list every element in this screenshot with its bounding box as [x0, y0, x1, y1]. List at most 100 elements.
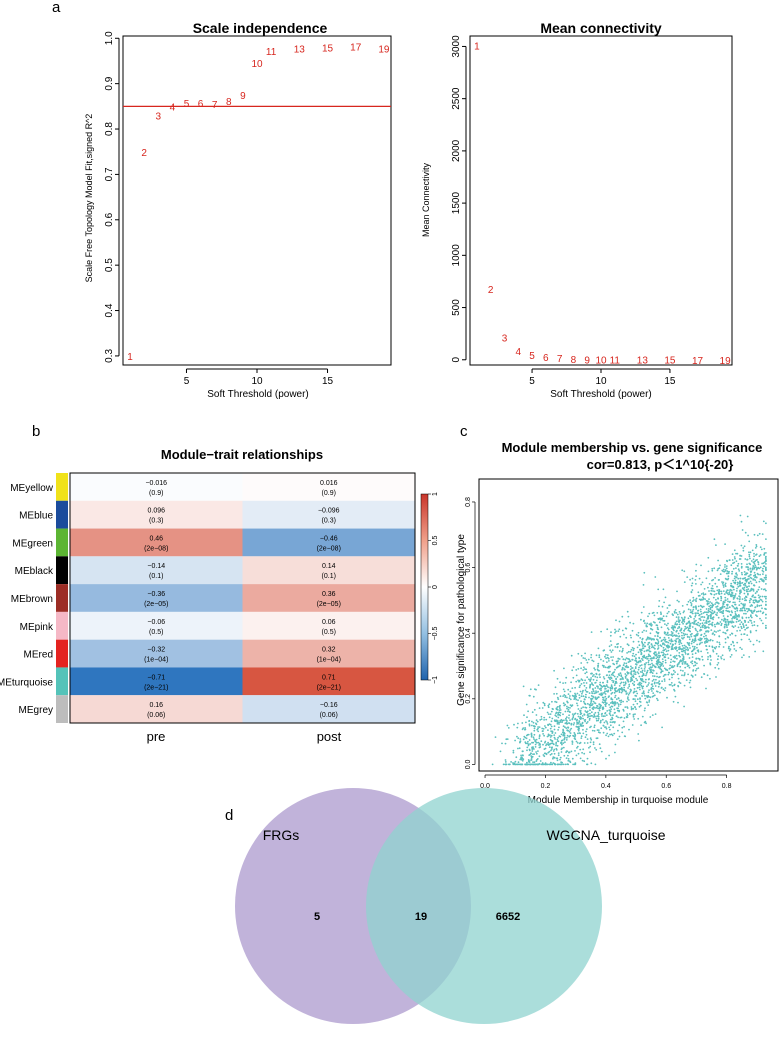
mm-point	[691, 653, 694, 656]
heatmap-cell-value: 0.096	[147, 508, 165, 515]
mm-point	[736, 641, 739, 644]
mm-point	[707, 639, 710, 642]
mm-point	[526, 733, 529, 736]
mm-point	[531, 750, 534, 752]
mm-point	[593, 724, 596, 727]
mm-point	[697, 638, 700, 641]
mm-point	[658, 656, 661, 659]
mm-point	[562, 695, 564, 697]
mm-point	[582, 748, 585, 751]
si-y-tick-label: 0.3	[104, 349, 115, 363]
mm-point	[691, 676, 694, 678]
mm-point	[699, 622, 702, 625]
mm-point	[552, 750, 555, 752]
mm-point	[707, 658, 709, 661]
mm-point	[586, 710, 589, 713]
mm-point	[626, 716, 629, 718]
mm-point	[526, 716, 528, 719]
mm-point	[702, 619, 705, 622]
mm-point	[666, 645, 668, 648]
mm-point	[745, 607, 748, 610]
mm-point	[716, 585, 718, 588]
mm-point	[578, 694, 581, 696]
mean-connectivity-xlabel: Soft Threshold (power)	[550, 389, 652, 400]
mm-point	[614, 628, 616, 631]
mm-point	[690, 603, 693, 605]
mm-point	[674, 695, 677, 698]
mm-point	[632, 622, 635, 625]
mm-point	[585, 722, 588, 725]
mc-y-tick-label: 2000	[451, 139, 462, 162]
mm-point	[630, 636, 632, 639]
mm-point	[650, 659, 653, 662]
mm-point	[525, 721, 527, 724]
mm-point	[627, 650, 630, 653]
mm-point	[688, 666, 691, 669]
mm-point	[643, 663, 646, 666]
heatmap-cell-pvalue: (2e−21)	[317, 684, 341, 691]
mm-point	[641, 695, 643, 697]
mm-point	[589, 709, 591, 712]
mm-point	[637, 672, 640, 675]
mm-point	[651, 687, 653, 690]
mm-point	[730, 564, 733, 567]
mm-point	[747, 626, 749, 629]
mm-point	[709, 614, 712, 616]
mm-point	[727, 615, 729, 618]
mm-point	[713, 633, 716, 636]
mm-point	[763, 552, 766, 555]
mm-point	[551, 763, 553, 766]
mm-point	[608, 754, 610, 757]
mm-point	[557, 714, 559, 716]
mm-point	[730, 643, 733, 646]
mm-point	[724, 599, 727, 602]
mm-point	[653, 614, 656, 617]
mm-point	[618, 674, 621, 677]
mm-point	[630, 648, 633, 651]
mm-point	[659, 691, 661, 694]
mm-point	[599, 747, 602, 750]
mm-point	[723, 605, 726, 608]
mm-point	[657, 659, 659, 661]
mm-point	[593, 730, 596, 732]
mm-point	[751, 549, 754, 552]
mm-point	[624, 675, 627, 678]
mm-point	[652, 678, 655, 681]
mm-point	[636, 692, 639, 695]
mm-point	[661, 605, 664, 608]
mm-point	[594, 707, 596, 709]
mm-point	[728, 645, 730, 648]
mm-point	[617, 665, 620, 668]
mm-point	[605, 653, 607, 656]
mm-point	[718, 645, 720, 648]
mm-point	[576, 721, 578, 724]
mm-point	[760, 548, 763, 551]
mm-point	[696, 643, 698, 646]
mm-point	[596, 704, 598, 707]
mm-point	[592, 695, 594, 698]
mm-point	[701, 641, 703, 644]
mm-point	[585, 668, 588, 671]
mm-point	[646, 685, 648, 688]
mm-point	[671, 674, 674, 676]
mm-point	[727, 577, 730, 580]
mm-point	[637, 631, 640, 634]
mm-point	[574, 750, 576, 752]
mm-point	[616, 646, 619, 649]
mm-point	[706, 674, 709, 677]
mm-point	[607, 657, 610, 660]
mm-point	[667, 641, 670, 644]
mm-point	[622, 664, 625, 666]
mm-point	[527, 710, 529, 713]
mm-point	[689, 578, 691, 581]
mm-y-tick-label: 0.2	[465, 694, 472, 704]
mm-point	[641, 637, 644, 640]
mm-point	[706, 648, 708, 651]
mm-point	[593, 692, 596, 695]
mm-point	[705, 639, 708, 642]
mm-point	[612, 656, 614, 658]
mm-point	[690, 661, 692, 664]
mm-point	[750, 622, 753, 624]
mm-point	[756, 534, 759, 537]
mm-point	[604, 705, 607, 707]
